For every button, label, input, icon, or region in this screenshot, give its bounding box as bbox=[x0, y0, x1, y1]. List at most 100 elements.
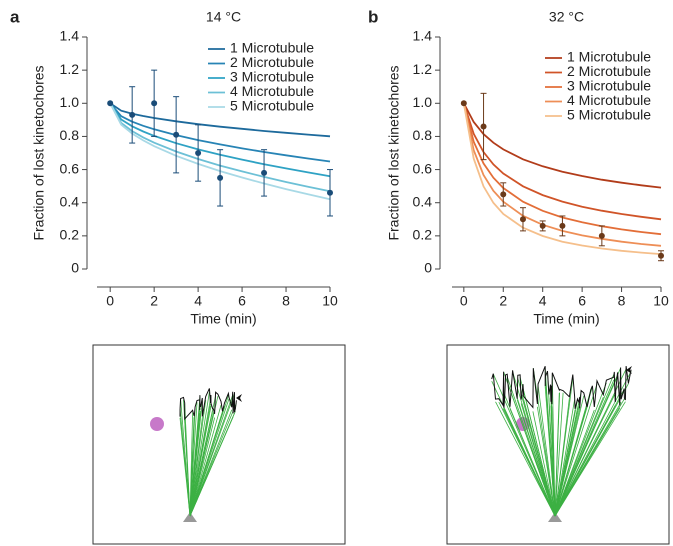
y-tick-label: 0.6 bbox=[413, 160, 433, 176]
microtubule bbox=[536, 406, 556, 517]
microtubule bbox=[537, 385, 556, 517]
panel-label: b bbox=[368, 7, 378, 26]
microtubule bbox=[189, 416, 203, 517]
data-point bbox=[151, 100, 158, 107]
data-point bbox=[327, 189, 333, 196]
microtubule bbox=[189, 395, 216, 517]
y-axis-label: Fraction of lost kinetochores bbox=[386, 65, 402, 240]
x-tick-label: 4 bbox=[539, 293, 547, 309]
microtubule bbox=[554, 383, 629, 517]
data-point bbox=[480, 123, 487, 130]
microtubule bbox=[554, 395, 585, 517]
microtubule bbox=[505, 377, 556, 517]
kinetochore-trace bbox=[179, 388, 237, 421]
microtubule bbox=[554, 375, 618, 517]
y-tick-label: 1.2 bbox=[60, 61, 80, 77]
x-tick-label: 10 bbox=[322, 293, 338, 309]
x-tick-label: 6 bbox=[578, 293, 586, 309]
y-tick-label: 1.4 bbox=[413, 28, 433, 44]
data-point bbox=[217, 174, 224, 181]
legend-label: 2 Microtubule bbox=[567, 63, 651, 79]
data-point bbox=[500, 191, 507, 198]
microtubule bbox=[554, 383, 598, 517]
microtubule bbox=[189, 416, 195, 517]
microtubule bbox=[179, 409, 191, 517]
microtubule bbox=[554, 372, 615, 517]
y-tick-label: 1.4 bbox=[60, 28, 80, 44]
data-point bbox=[559, 222, 566, 229]
microtubule bbox=[554, 392, 560, 517]
legend-label: 1 Microtubule bbox=[567, 49, 651, 65]
microtubule bbox=[189, 404, 222, 517]
x-tick-label: 2 bbox=[499, 293, 507, 309]
x-tick-label: 8 bbox=[618, 293, 626, 309]
data-point bbox=[460, 100, 467, 107]
microtubule bbox=[554, 392, 564, 517]
panel-label: a bbox=[10, 7, 20, 26]
y-axis-label: Fraction of lost kinetochores bbox=[31, 65, 47, 240]
y-tick-label: 0 bbox=[424, 260, 432, 276]
y-tick-label: 0.8 bbox=[413, 127, 433, 143]
legend-label: 3 Microtubule bbox=[567, 78, 651, 94]
x-tick-label: 6 bbox=[238, 293, 246, 309]
microtubule bbox=[554, 382, 607, 517]
x-tick-label: 4 bbox=[194, 293, 202, 309]
x-tick-label: 0 bbox=[106, 293, 114, 309]
data-point bbox=[173, 131, 180, 138]
data-point bbox=[129, 111, 136, 118]
series-line bbox=[462, 103, 662, 236]
y-tick-label: 0.2 bbox=[60, 227, 80, 243]
legend-label: 5 Microtubule bbox=[567, 107, 651, 123]
x-axis-label: Time (min) bbox=[190, 311, 256, 327]
y-tick-label: 0.2 bbox=[413, 227, 433, 243]
chart-title: 32 °C bbox=[549, 9, 584, 25]
microtubule bbox=[554, 398, 625, 517]
microtubule bbox=[554, 378, 574, 517]
data-point bbox=[598, 232, 605, 239]
legend-label: 4 Microtubule bbox=[230, 83, 314, 99]
y-tick-label: 0.6 bbox=[60, 160, 80, 176]
microtubule bbox=[517, 378, 556, 517]
microtubule bbox=[189, 392, 210, 517]
chart-title: 14 °C bbox=[206, 9, 241, 25]
y-tick-label: 0 bbox=[71, 260, 79, 276]
microtubule bbox=[550, 385, 556, 517]
legend-label: 3 Microtubule bbox=[230, 69, 314, 85]
microtubule bbox=[522, 387, 556, 517]
x-tick-label: 2 bbox=[150, 293, 158, 309]
spindle-pole bbox=[548, 512, 562, 522]
y-tick-label: 1.0 bbox=[60, 94, 80, 110]
legend-label: 1 Microtubule bbox=[230, 40, 314, 56]
microtubule bbox=[502, 408, 556, 517]
spindle-pole bbox=[183, 512, 197, 522]
y-tick-label: 0.8 bbox=[60, 127, 80, 143]
microtubule bbox=[189, 413, 235, 517]
microtubule bbox=[554, 368, 627, 517]
x-tick-label: 0 bbox=[460, 293, 468, 309]
microtubule bbox=[189, 405, 225, 517]
simulation-panels bbox=[92, 344, 670, 545]
microtubule bbox=[532, 411, 556, 517]
microtubule bbox=[495, 401, 556, 517]
data-point bbox=[519, 216, 526, 223]
legend-label: 4 Microtubule bbox=[567, 92, 651, 108]
kinetochore-trace bbox=[491, 366, 632, 409]
series-line bbox=[462, 103, 662, 255]
microtubule bbox=[189, 402, 201, 517]
x-tick-label: 10 bbox=[653, 293, 669, 309]
legend-label: 2 Microtubule bbox=[230, 54, 314, 70]
chromosome bbox=[150, 417, 164, 431]
data-point bbox=[195, 150, 202, 156]
y-tick-label: 0.4 bbox=[413, 193, 433, 209]
legend-label: 5 Microtubule bbox=[230, 98, 314, 114]
x-tick-label: 8 bbox=[282, 293, 290, 309]
x-axis-label: Time (min) bbox=[533, 311, 599, 327]
data-point bbox=[261, 169, 268, 176]
microtubule bbox=[504, 395, 556, 517]
microtubule bbox=[189, 394, 234, 517]
microtubule bbox=[554, 386, 593, 517]
arrowhead bbox=[236, 394, 242, 402]
y-tick-label: 1.2 bbox=[413, 61, 433, 77]
y-tick-label: 1.0 bbox=[413, 94, 433, 110]
